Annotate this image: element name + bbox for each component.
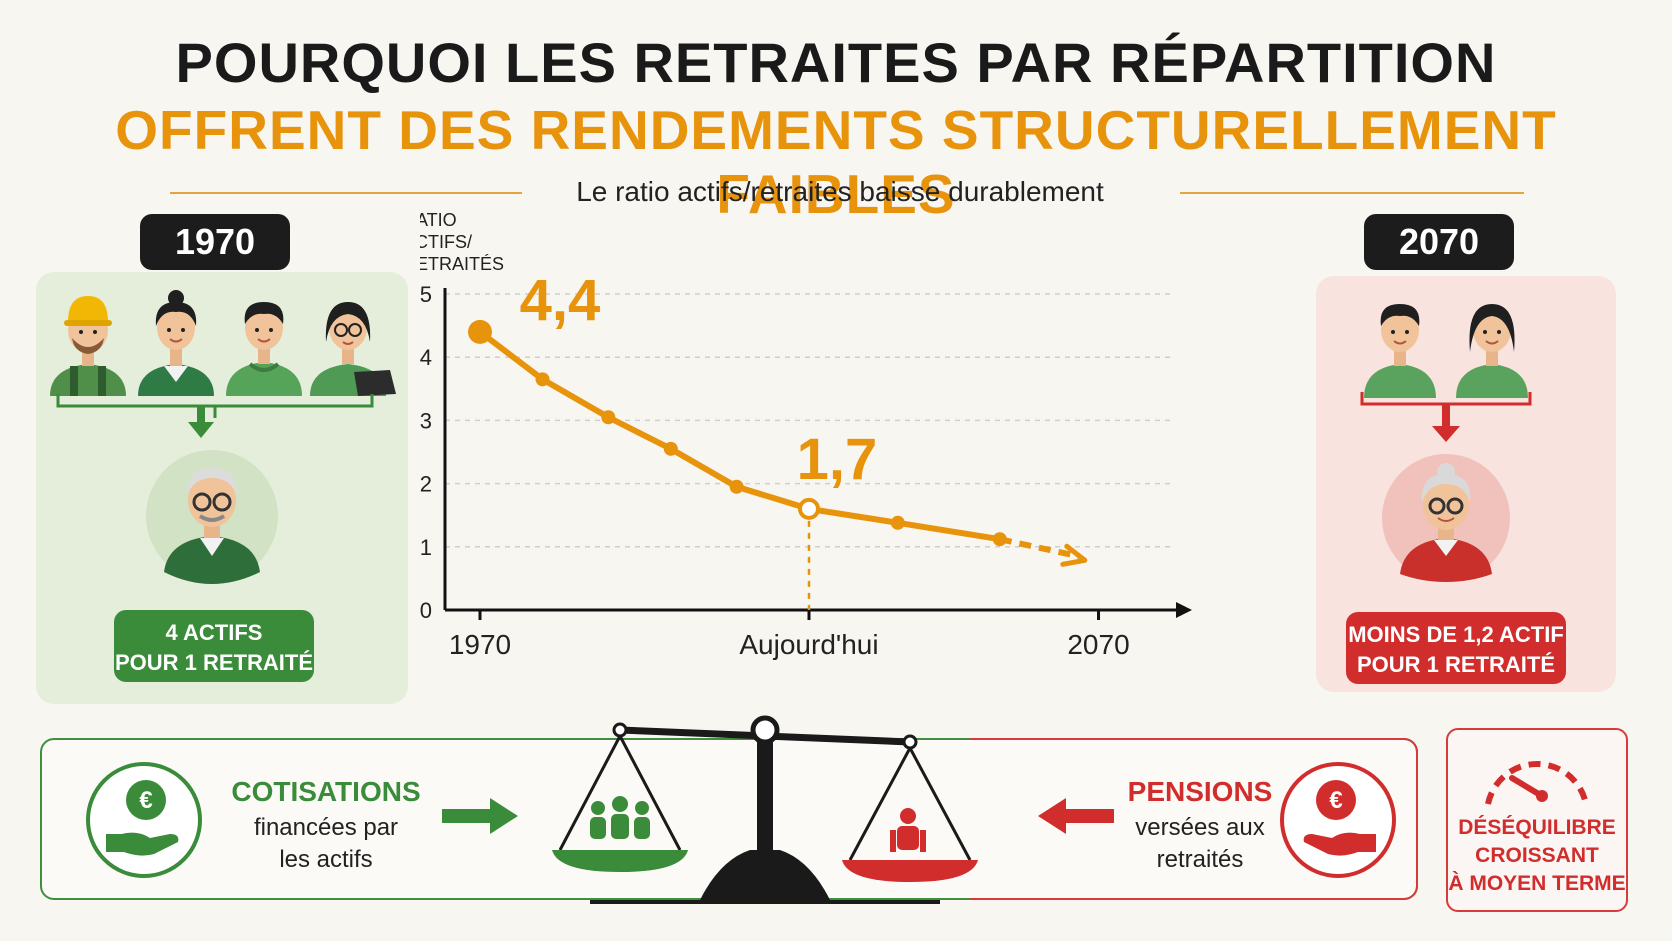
workers-group-1970 — [50, 290, 396, 584]
year-badge-2070: 2070 — [1364, 214, 1514, 270]
elderly-man-icon — [146, 450, 278, 584]
desequilibre-line3: À MOYEN TERME — [1448, 872, 1626, 895]
arrow-right-icon — [442, 798, 518, 834]
chart-ylabel-line: ACTIFS/ — [420, 232, 472, 252]
chart-x-tick-label: Aujourd'hui — [739, 629, 878, 660]
chart-ylabel-line: RATIO — [420, 210, 457, 230]
chart-point — [468, 319, 492, 344]
balance-box-red-side — [970, 738, 1418, 900]
verdict-2070-line2: POUR 1 RETRAITÉ — [1356, 652, 1556, 677]
arrow-left-icon — [1038, 798, 1114, 834]
man-worker-icon — [1364, 304, 1436, 398]
chart-y-tick: 0 — [420, 598, 432, 623]
desequilibre-box — [1446, 728, 1628, 912]
pensions-desc: versées aux retraités — [1100, 812, 1300, 876]
chart-line-solid — [477, 328, 1003, 543]
chart-line-projected — [999, 536, 1080, 560]
chart-point — [798, 497, 820, 520]
chart-data-label: 4,4 — [520, 268, 601, 333]
cotisations-desc-line2: les actifs — [279, 846, 373, 873]
chart-point — [535, 372, 550, 387]
subtitle-rule-right — [1180, 192, 1524, 194]
chart-x-ticks: 1970 Aujourd'hui 2070 — [449, 610, 1130, 660]
cotisations-desc: financées par les actifs — [226, 812, 426, 876]
scale-pan-left — [552, 735, 688, 872]
chart-point — [601, 410, 616, 425]
chart-x-tick-label: 2070 — [1067, 629, 1129, 660]
desequilibre-line2: CROISSANT — [1475, 844, 1599, 867]
workers-small-icon — [590, 796, 650, 839]
year-badge-1970: 1970 — [140, 214, 290, 270]
woman-worker-icon — [138, 290, 214, 396]
cotisations-desc-line1: financées par — [253, 814, 399, 841]
chart-point — [890, 515, 905, 530]
euro-hand-icon: € — [86, 762, 202, 878]
desequilibre-text: DÉSÉQUILIBRE CROISSANT À MOYEN TERME — [1446, 814, 1628, 898]
chart-y-ticks: 0 1 2 3 4 5 — [420, 282, 432, 623]
construction-worker-icon — [50, 296, 126, 396]
ratio-chart: RATIOACTIFS/RETRAITÉS 0 1 2 3 4 5 1970 Aujourd… — [420, 210, 1192, 660]
chart-ylabel: RATIOACTIFS/RETRAITÉS — [420, 210, 504, 274]
balance-scale-icon — [552, 715, 978, 904]
chart-point — [729, 479, 744, 494]
chart-y-tick: 1 — [420, 535, 432, 560]
title-line-2: OFFRENT DES RENDEMENTS STRUCTURELLEMENT … — [115, 99, 1557, 225]
pensions-title: PENSIONS — [1127, 776, 1273, 807]
verdict-1970-line1: 4 ACTIFS — [165, 620, 263, 645]
chart-axes — [443, 288, 1192, 618]
chart-annotations: 4,4 1,7 — [520, 268, 878, 492]
chart-x-tick-label: 1970 — [449, 629, 511, 660]
chart-data-label: 1,7 — [797, 427, 878, 492]
gauge-icon — [1485, 760, 1589, 805]
chart-grid — [445, 293, 1170, 548]
verdict-2070-line1: MOINS DE 1,2 ACTIF — [1348, 622, 1564, 647]
young-man-icon — [226, 302, 302, 396]
chart-x-axis-arrow — [1176, 602, 1192, 618]
chart-y-tick: 3 — [420, 408, 432, 433]
retiree-small-icon — [890, 808, 926, 852]
subtitle-rule-left — [170, 192, 522, 194]
pensions-desc-line2: retraités — [1156, 846, 1244, 873]
verdict-2070: MOINS DE 1,2 ACTIF POUR 1 RETRAITÉ — [1346, 612, 1566, 684]
chart-point — [992, 532, 1007, 547]
chart-ylabel-line: RETRAITÉS — [420, 254, 504, 274]
chart-y-tick: 2 — [420, 472, 432, 497]
elderly-woman-icon — [1382, 454, 1510, 582]
verdict-1970-line2: POUR 1 RETRAITÉ — [114, 650, 314, 675]
subtitle: Le ratio actifs/retraites baisse durable… — [576, 176, 1104, 207]
pensions-desc-line1: versées aux — [1135, 814, 1265, 841]
chart-y-tick: 5 — [420, 282, 432, 307]
title-line-1: POURQUOI LES RETRAITES PAR RÉPARTITION — [175, 31, 1497, 94]
chart-projection-arrow — [1060, 543, 1088, 567]
cotisations-title: COTISATIONS — [231, 776, 421, 807]
chart-series — [468, 319, 1088, 610]
euro-symbol-left: € — [139, 787, 152, 814]
euro-symbol-right: € — [1329, 787, 1342, 814]
workers-group-2070 — [1360, 304, 1532, 582]
woman-worker-icon — [1456, 304, 1528, 398]
desequilibre-line1: DÉSÉQUILIBRE — [1458, 816, 1616, 839]
euro-hand-icon-red: € — [1280, 762, 1396, 878]
woman-laptop-icon — [310, 302, 396, 396]
chart-point — [663, 441, 678, 456]
verdict-1970: 4 ACTIFS POUR 1 RETRAITÉ — [114, 610, 314, 682]
chart-y-tick: 4 — [420, 345, 432, 370]
scale-pan-right — [842, 747, 978, 882]
